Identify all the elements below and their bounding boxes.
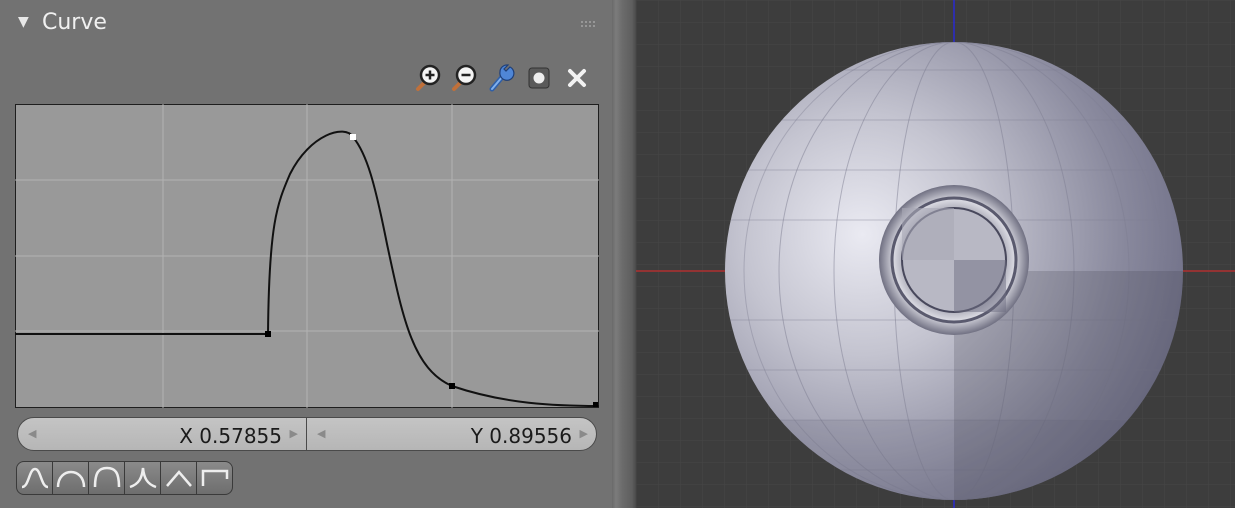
increment-arrow-icon[interactable]: ▶ <box>289 427 298 440</box>
y-coordinate-field[interactable]: ◀ Y 0.89556 ▶ <box>306 417 597 451</box>
zoom-out-icon[interactable] <box>448 62 478 94</box>
preset-sphere-icon[interactable] <box>52 461 89 495</box>
sphere-mesh[interactable] <box>716 42 1196 508</box>
decrement-arrow-icon[interactable]: ◀ <box>28 427 37 440</box>
control-point-selected[interactable] <box>350 134 356 140</box>
preset-root-icon[interactable] <box>88 461 125 495</box>
area-splitter[interactable] <box>612 0 636 508</box>
curve-grid <box>15 104 599 408</box>
decrement-arrow-icon[interactable]: ◀ <box>317 427 326 440</box>
curve-graph[interactable] <box>15 104 599 408</box>
x-value: X 0.57855 <box>179 424 282 448</box>
preset-smooth-icon[interactable] <box>16 461 53 495</box>
sphere-ring <box>879 185 1029 335</box>
curve-toolbar <box>412 62 598 94</box>
preset-constant-icon[interactable] <box>196 461 233 495</box>
control-point[interactable] <box>593 402 598 407</box>
control-point[interactable] <box>265 331 271 337</box>
panel-header[interactable]: ▼ Curve <box>0 0 612 48</box>
preset-linear-icon[interactable] <box>160 461 197 495</box>
x-coordinate-field[interactable]: ◀ X 0.57855 ▶ <box>17 417 307 451</box>
drag-grip-icon[interactable] <box>580 20 596 28</box>
curve-line[interactable] <box>15 130 599 407</box>
control-point[interactable] <box>449 383 455 389</box>
delete-point-icon[interactable] <box>562 62 592 94</box>
triangle-down-icon[interactable]: ▼ <box>18 14 29 30</box>
curve-preset-buttons <box>16 461 246 497</box>
preset-sharp-icon[interactable] <box>124 461 161 495</box>
viewport-scene <box>636 0 1235 508</box>
wrench-icon[interactable] <box>486 62 516 94</box>
panel-title: Curve <box>42 10 107 35</box>
3d-viewport[interactable] <box>636 0 1235 508</box>
y-value: Y 0.89556 <box>470 424 572 448</box>
increment-arrow-icon[interactable]: ▶ <box>579 427 588 440</box>
curve-panel: ▼ Curve <box>0 0 612 508</box>
coordinate-fields: ◀ X 0.57855 ▶ ◀ Y 0.89556 ▶ <box>17 417 597 453</box>
clipping-toggle-icon[interactable] <box>524 62 554 94</box>
zoom-in-icon[interactable] <box>412 62 442 94</box>
